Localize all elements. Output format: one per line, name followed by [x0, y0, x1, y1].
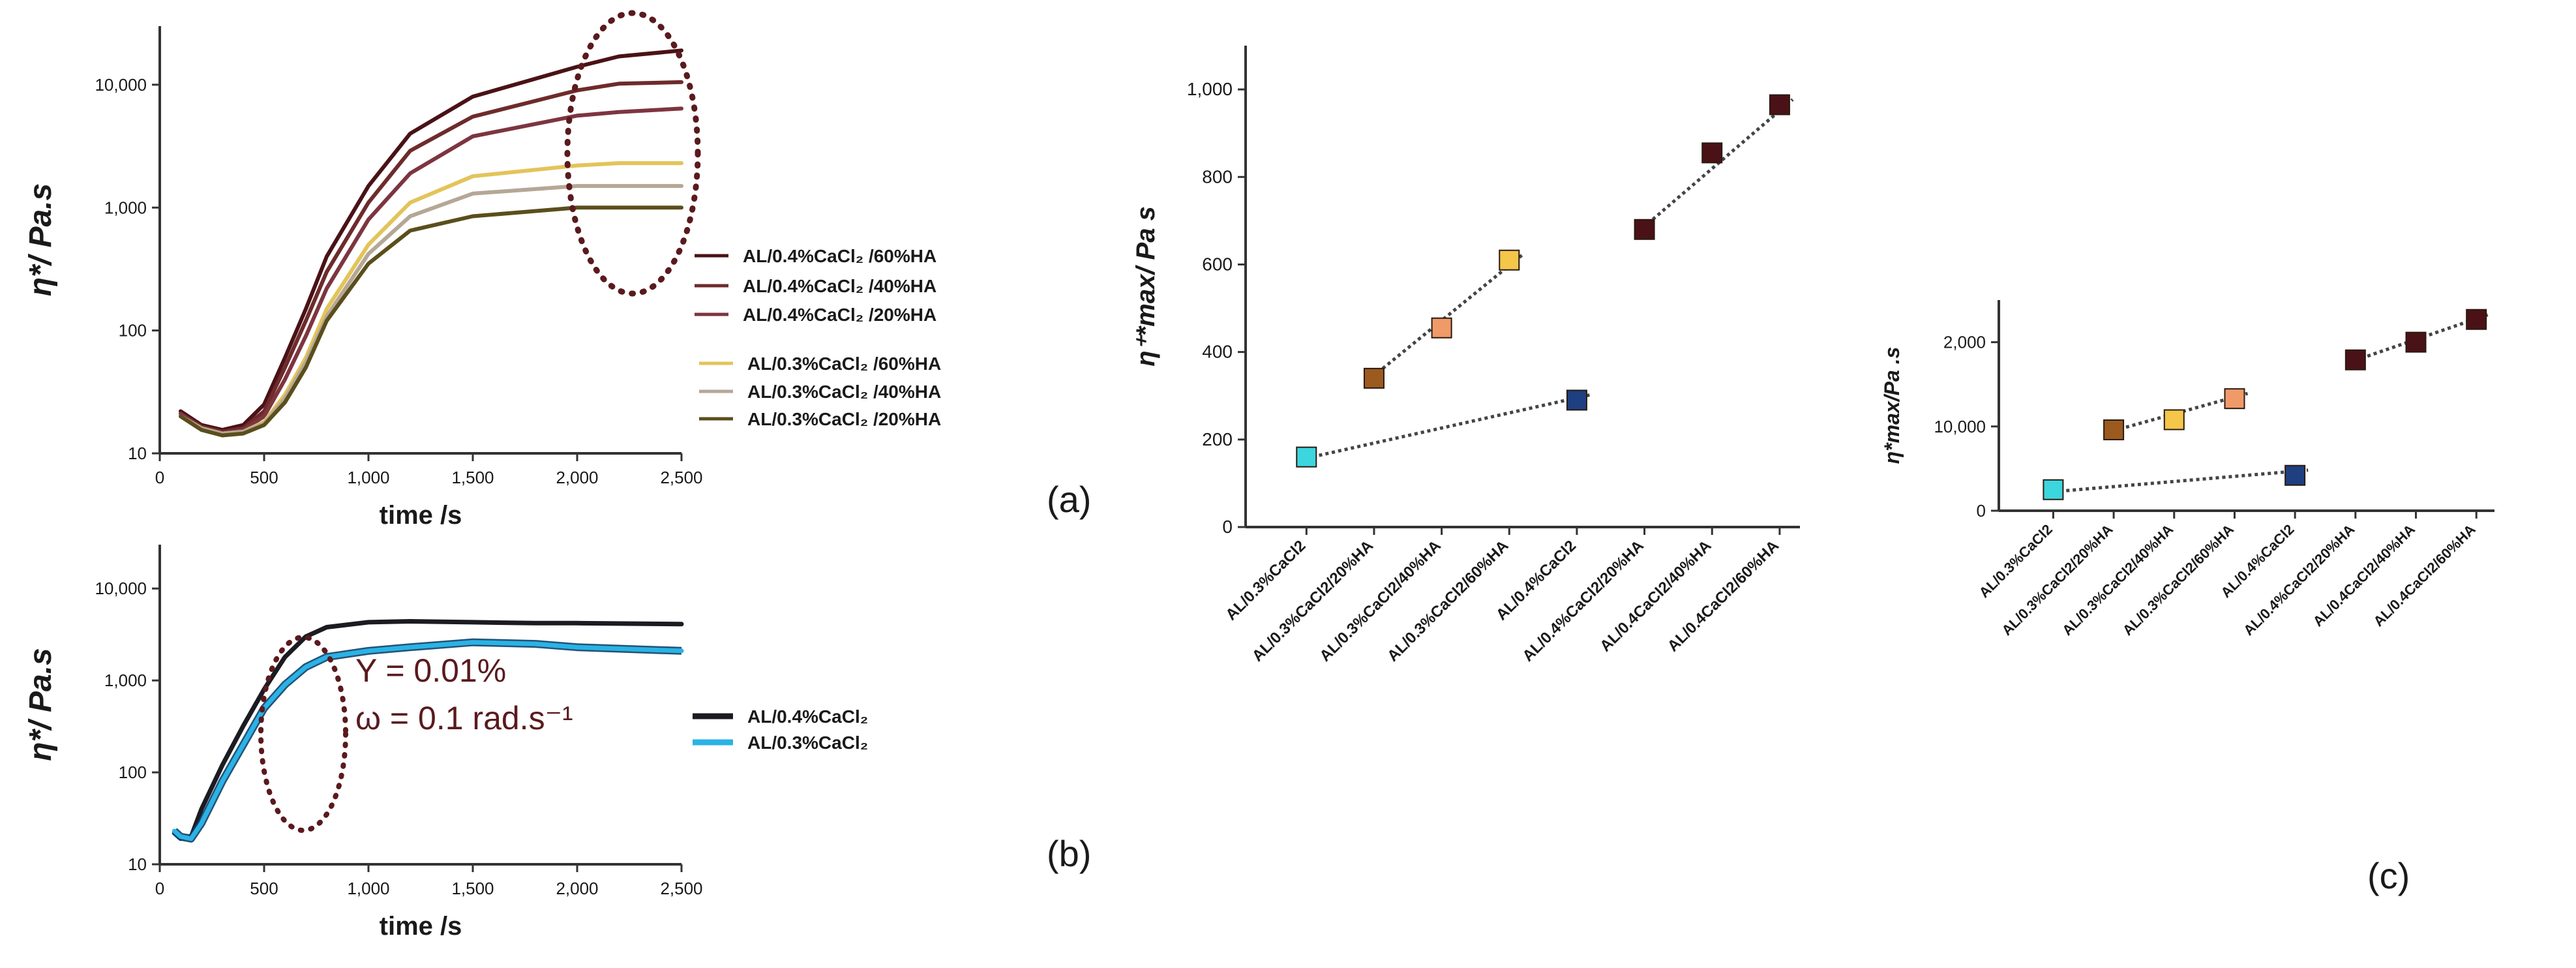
x-tick-label: 0	[155, 468, 164, 487]
x-axis-title: time /s	[380, 501, 462, 530]
panel-c-label: (c)	[2367, 855, 2410, 896]
y-tick-label: 10,000	[95, 579, 147, 598]
y-tick-label: 600	[1202, 254, 1233, 274]
x-tick-label: 500	[250, 879, 278, 898]
series-line	[172, 640, 684, 841]
data-point	[1634, 219, 1655, 240]
data-point	[2224, 388, 2245, 410]
x-category-label: AL/0.3%CaCl2/60%HA	[1384, 537, 1512, 665]
panel-c-left-chart: 02004006008001,000AL/0.3%CaCl2AL/0.3%CaC…	[1131, 46, 1800, 665]
x-tick-label: 2,500	[660, 879, 702, 898]
y-axis-title: η⁺*max/ Pa s	[1131, 206, 1160, 367]
x-tick-label: 2,000	[556, 879, 598, 898]
y-tick-label: 0	[1977, 501, 1986, 521]
legend-label: AL/0.4%CaCl₂	[747, 706, 868, 727]
x-category-label: AL/0.3%CaCl2/60%HA	[2119, 521, 2237, 639]
trend-line	[1636, 98, 1794, 234]
y-tick-label: 10,000	[95, 75, 147, 95]
panel-a-chart: 0 500 1,000 1,500 2,000 2,500 10 100 1,000 10,000…	[23, 26, 941, 530]
series-line	[172, 619, 684, 841]
series-line	[179, 184, 683, 436]
data-point	[1566, 389, 1587, 411]
legend-label: AL/0.4%CaCl₂ /60%HA	[743, 246, 936, 266]
x-tick-label: 1,000	[347, 879, 389, 898]
data-point	[2405, 331, 2427, 353]
panel-a-label: (a)	[1047, 479, 1091, 520]
x-tick-label: 1,500	[451, 879, 494, 898]
y-tick-label: 100	[119, 321, 147, 340]
x-tick-label: 1,500	[451, 468, 494, 487]
y-tick-label: 800	[1202, 166, 1233, 187]
data-point	[1701, 142, 1723, 164]
legend-label: AL/0.4%CaCl₂ /40%HA	[743, 276, 936, 296]
x-category-label: AL/0.4%CaCl2/20%HA	[2240, 521, 2358, 639]
data-point	[2284, 464, 2306, 486]
legend-label: AL/0.3%CaCl₂ /20%HA	[747, 409, 941, 429]
legend-label: AL/0.3%CaCl₂ /40%HA	[747, 382, 941, 402]
x-category-label: AL/0.4CaCl2/40%HA	[2310, 521, 2418, 629]
data-point	[1296, 446, 1317, 468]
panel-b-highlight-ellipse	[258, 635, 348, 833]
panel-b-annotation-strain: Υ = 0.01%	[355, 652, 506, 689]
x-category-label: AL/0.3%CaCl2/20%HA	[1998, 521, 2116, 639]
x-tick-label: 0	[155, 879, 164, 898]
data-point	[1769, 94, 1790, 115]
x-category-label: AL/0.4CaCl2/40%HA	[1596, 537, 1715, 655]
legend-label: AL/0.4%CaCl₂ /20%HA	[743, 305, 936, 325]
y-tick-label: 1,000	[1187, 79, 1233, 99]
y-tick-label: 400	[1202, 342, 1233, 362]
legend-label: AL/0.3%CaCl₂	[747, 733, 868, 753]
x-axis-title: time /s	[380, 912, 462, 941]
y-tick-label: 10	[128, 444, 147, 463]
x-category-label: AL/0.3%CaCl2/40%HA	[1316, 537, 1444, 665]
data-point	[1431, 317, 1452, 339]
data-point	[2163, 409, 2185, 431]
data-point	[2103, 419, 2125, 440]
y-axis-title: η*max/Pa .s	[1880, 347, 1904, 464]
x-tick-label: 2,500	[660, 468, 702, 487]
x-category-label: AL/0.4%CaCl2/20%HA	[1519, 537, 1647, 665]
data-point	[1363, 367, 1385, 389]
y-tick-label: 10	[128, 855, 147, 874]
panel-a-highlight-ellipse	[564, 10, 701, 297]
panel-b-chart: 0 500 1,000 1,500 2,000 2,500 10 100 1,000 10,000…	[23, 545, 868, 941]
y-tick-label: 100	[119, 763, 147, 782]
data-point	[2466, 309, 2487, 330]
data-point	[2344, 349, 2366, 371]
x-tick-label: 1,000	[347, 468, 389, 487]
series-line	[179, 205, 683, 438]
series-line	[179, 161, 683, 436]
panel-b-annotation-frequency: ω = 0.1 rad.s⁻¹	[355, 700, 573, 736]
x-category-label: AL/0.3%CaCl2/20%HA	[1249, 537, 1377, 665]
panel-c-right-chart: 010,0002,000AL/0.3%CaCl2AL/0.3%CaCl2/20%…	[1880, 300, 2494, 639]
y-axis-title: η*/ Pa.s	[23, 648, 58, 761]
series-line	[179, 48, 683, 432]
x-tick-label: 2,000	[556, 468, 598, 487]
trend-line	[2046, 468, 2309, 494]
y-tick-label: 0	[1222, 517, 1233, 537]
legend-label: AL/0.3%CaCl₂ /60%HA	[747, 354, 941, 374]
x-category-label: AL/0.4CaCl2/60%HA	[1664, 537, 1782, 655]
x-tick-label: 500	[250, 468, 278, 487]
y-tick-label: 200	[1202, 429, 1233, 449]
series-line	[179, 80, 683, 434]
y-tick-label: 1,000	[104, 671, 147, 690]
x-category-label: AL/0.4CaCl2/60%HA	[2370, 521, 2478, 629]
data-point	[2043, 479, 2064, 500]
x-category-label: AL/0.3%CaCl2/40%HA	[2059, 521, 2176, 639]
y-axis-title: η*/ Pa.s	[23, 183, 58, 296]
y-tick-label: 1,000	[104, 198, 147, 217]
y-tick-label: 10,000	[1934, 417, 1986, 436]
panel-b-label: (b)	[1047, 833, 1091, 874]
series-line	[179, 106, 683, 436]
trend-line	[1299, 393, 1591, 462]
data-point	[1499, 249, 1520, 271]
y-tick-label: 2,000	[1943, 333, 1986, 352]
